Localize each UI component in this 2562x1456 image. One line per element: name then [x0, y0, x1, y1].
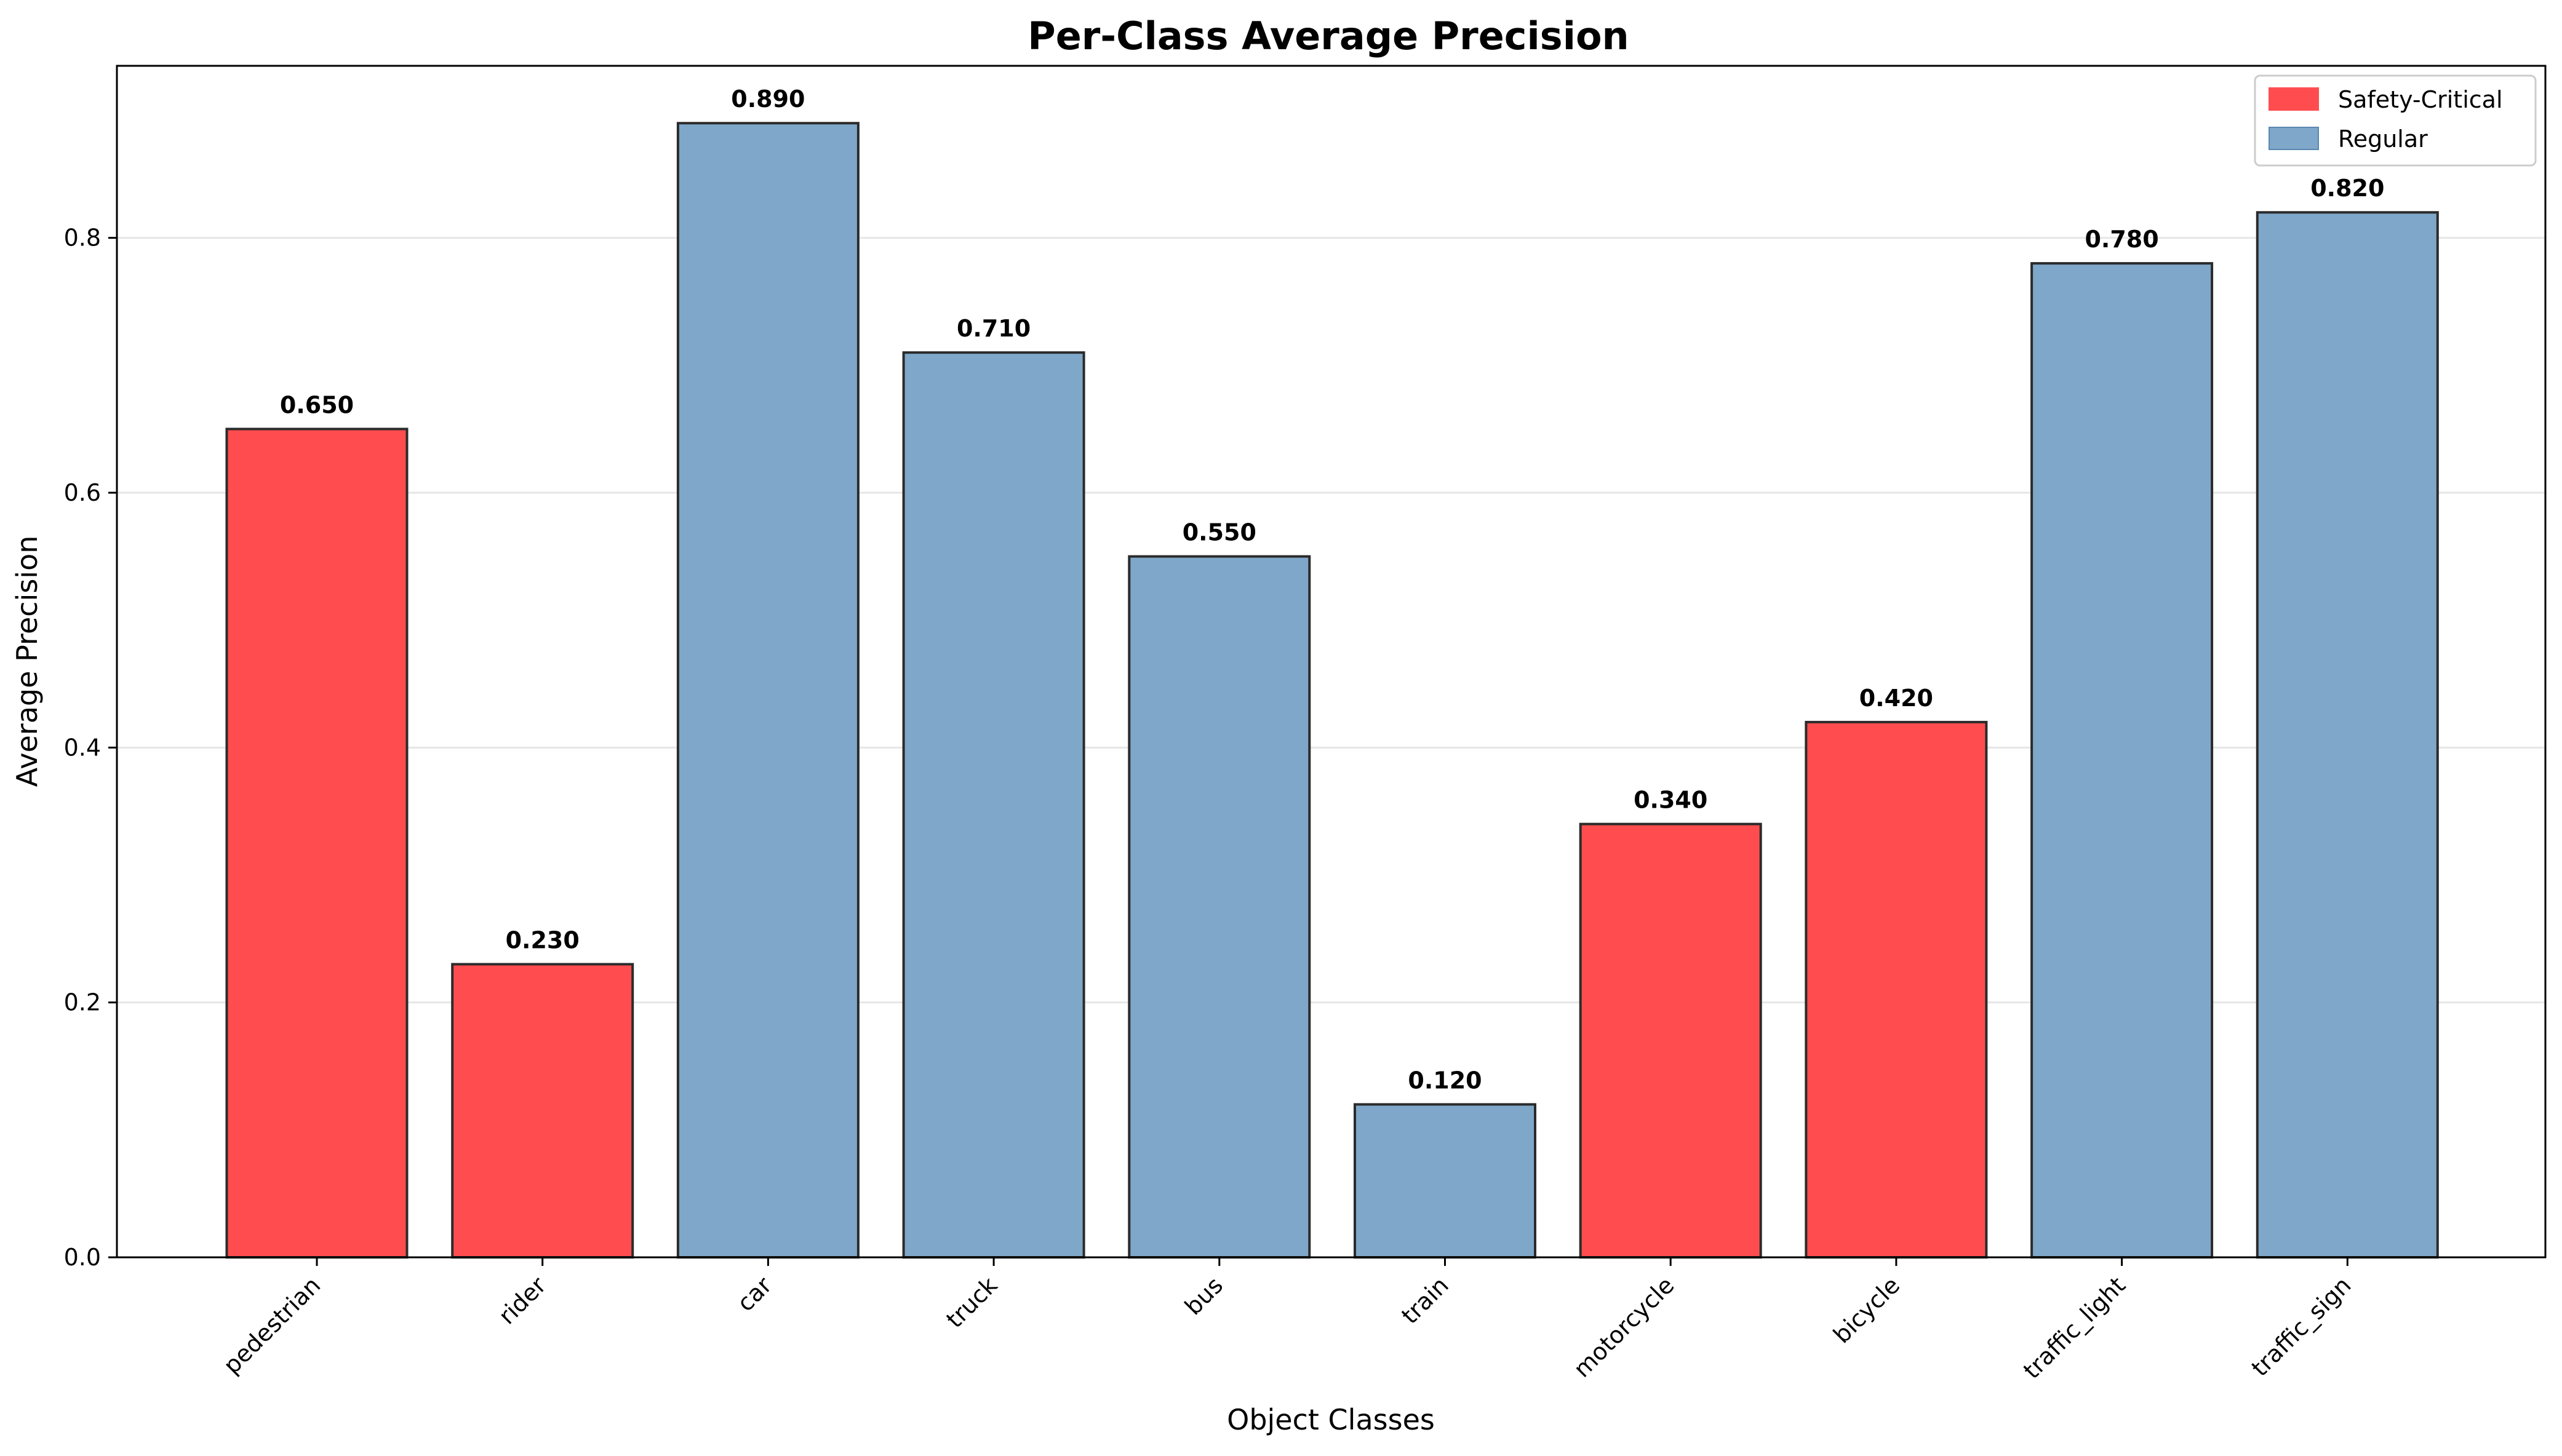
- x-tick-label: traffic_light: [2018, 1271, 2131, 1384]
- bar-value-label: 0.230: [506, 927, 580, 954]
- legend-swatch-regular: [2269, 127, 2319, 150]
- x-tick-label: truck: [941, 1271, 1002, 1333]
- bar-value-label: 0.780: [2085, 226, 2158, 253]
- y-tick-label: 0.4: [64, 734, 101, 761]
- bar-bicycle: [1805, 720, 1988, 1259]
- bar-bus: [1128, 555, 1311, 1259]
- x-axis-label: Object Classes: [1227, 1403, 1435, 1436]
- bar-value-label: 0.120: [1408, 1067, 1482, 1094]
- x-tick-label: car: [732, 1271, 777, 1317]
- chart-title: Per-Class Average Precision: [1028, 14, 1629, 58]
- bar-value-label: 0.650: [280, 391, 354, 418]
- bar-value-label: 0.550: [1183, 519, 1256, 546]
- bar-motorcycle: [1579, 822, 1762, 1259]
- bar-traffic-sign: [2256, 211, 2439, 1259]
- legend: Safety-Critical Regular: [2254, 74, 2537, 167]
- legend-swatch-safety-critical: [2269, 87, 2319, 111]
- x-tick-label: train: [1396, 1271, 1454, 1329]
- bar-value-label: 0.340: [1634, 787, 1707, 814]
- y-axis-ticks: 0.0 0.2 0.4 0.6 0.8: [64, 225, 117, 1271]
- bar-value-label: 0.890: [731, 86, 805, 113]
- legend-box: [2254, 74, 2537, 167]
- x-tick-label: bus: [1179, 1271, 1228, 1320]
- bar-train: [1354, 1103, 1536, 1259]
- bar-pedestrian: [225, 428, 409, 1259]
- legend-label-regular: Regular: [2338, 125, 2428, 153]
- bar-rider: [451, 963, 634, 1259]
- bar-car: [676, 122, 860, 1259]
- plot-frame: [116, 65, 2547, 1259]
- legend-label-safety-critical: Safety-Critical: [2338, 86, 2503, 113]
- bar-truck: [902, 351, 1085, 1259]
- x-tick-label: rider: [493, 1271, 552, 1330]
- bar-value-label: 0.710: [957, 315, 1031, 342]
- bar-value-label: 0.820: [2310, 175, 2384, 202]
- bars: [225, 122, 2439, 1259]
- x-tick-label: traffic_sign: [2246, 1271, 2356, 1382]
- y-tick-label: 0.0: [64, 1244, 101, 1271]
- x-tick-label: motorcycle: [1568, 1271, 1680, 1383]
- bar-value-label: 0.420: [1859, 685, 1933, 712]
- x-tick-label: bicycle: [1828, 1271, 1905, 1348]
- y-tick-label: 0.6: [64, 479, 101, 506]
- x-axis-ticks: pedestrian rider car truck bus train motorcycl…: [218, 1257, 2356, 1384]
- x-tick-label: pedestrian: [218, 1271, 326, 1379]
- bar-value-labels: 0.650 0.230 0.890 0.710 0.550 0.120 0.340 0.420…: [280, 86, 2385, 1094]
- y-tick-label: 0.8: [64, 225, 101, 252]
- y-axis-label: Average Precision: [10, 536, 44, 787]
- y-tick-label: 0.2: [64, 989, 101, 1016]
- bar-traffic-light: [2030, 262, 2214, 1259]
